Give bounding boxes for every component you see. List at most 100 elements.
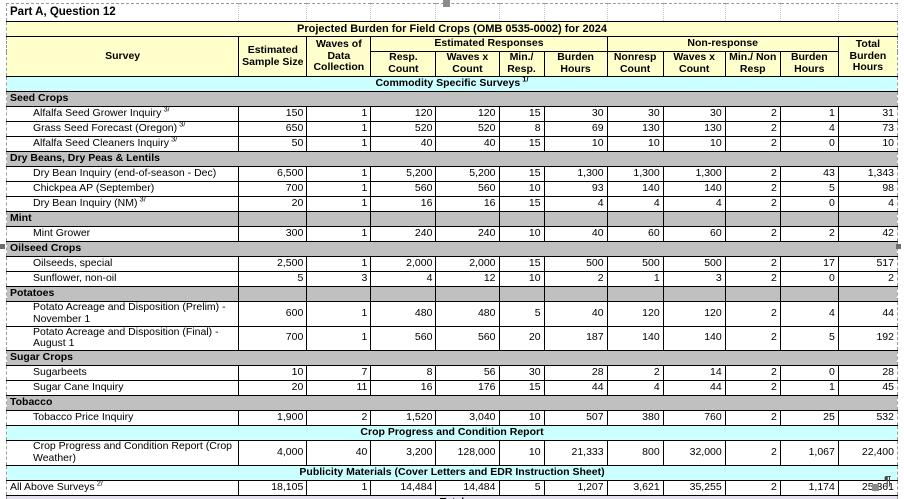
- cell-nonresp-count[interactable]: 10: [606, 136, 664, 152]
- cell-total-burden-hours[interactable]: 42: [837, 226, 899, 242]
- cell-min-resp[interactable]: 10: [498, 271, 545, 287]
- cell-min-non-resp[interactable]: 2: [724, 271, 781, 287]
- cell-waves-collection[interactable]: 1: [306, 166, 372, 182]
- cell-sample-size[interactable]: 2,500: [238, 256, 308, 272]
- cell-waves-x-count[interactable]: 560: [435, 181, 500, 197]
- cell-empty[interactable]: [724, 286, 781, 302]
- cell-min-resp[interactable]: 30: [498, 365, 545, 381]
- cell-empty[interactable]: [306, 3, 372, 22]
- cell-nr-burden-hours[interactable]: 1: [779, 106, 839, 122]
- cell-nr-burden-hours[interactable]: 43: [779, 166, 839, 182]
- cell-total-burden-hours[interactable]: 44: [837, 301, 899, 327]
- cell-min-non-resp[interactable]: 2: [724, 256, 781, 272]
- cell-waves-x-count[interactable]: 56: [435, 365, 500, 381]
- cell-min-resp[interactable]: 15: [498, 380, 545, 396]
- cell-survey[interactable]: Crop Progress and Condition Report (Crop…: [5, 440, 240, 466]
- cell-resp-count[interactable]: 120: [370, 106, 437, 122]
- cell-nr-waves-x-count[interactable]: 130: [662, 121, 726, 137]
- cell-empty[interactable]: [837, 3, 899, 22]
- cell-total-burden-hours[interactable]: 192: [837, 325, 899, 351]
- cell-empty[interactable]: [543, 211, 608, 227]
- cell-waves-x-count[interactable]: 5,200: [435, 166, 500, 182]
- part-label[interactable]: Part A, Question 12: [5, 3, 240, 22]
- col-header-survey[interactable]: Survey: [5, 36, 240, 77]
- section-label[interactable]: Publicity Materials (Cover Letters and E…: [6, 464, 898, 481]
- cell-burden-hours[interactable]: 28: [543, 365, 608, 381]
- cell-resp-count[interactable]: 1,520: [370, 410, 437, 426]
- cell-waves-collection[interactable]: 1: [306, 196, 372, 212]
- cell-burden-hours[interactable]: 30: [543, 106, 608, 122]
- cell-min-non-resp[interactable]: 2: [724, 410, 781, 426]
- table-resize-handle-bottom[interactable]: [872, 484, 879, 491]
- cell-nr-burden-hours[interactable]: 5: [779, 325, 839, 351]
- cell-sample-size[interactable]: 300: [238, 226, 308, 242]
- cell-total-burden-hours[interactable]: 517: [837, 256, 899, 272]
- cell-nr-burden-hours[interactable]: 25: [779, 410, 839, 426]
- cell-nonresp-count[interactable]: 60: [606, 226, 664, 242]
- cell-nonresp-count[interactable]: 380: [606, 410, 664, 426]
- cell-nr-waves-x-count[interactable]: 60: [662, 226, 726, 242]
- cell-empty[interactable]: [837, 211, 899, 227]
- cell-burden-hours[interactable]: 4: [543, 196, 608, 212]
- cell-empty[interactable]: [606, 211, 664, 227]
- cell-empty[interactable]: [543, 286, 608, 302]
- cell-survey[interactable]: All Above Surveys 2/: [5, 479, 240, 496]
- cell-sample-size[interactable]: 10: [238, 365, 308, 381]
- cell-empty[interactable]: [662, 286, 726, 302]
- cell-survey[interactable]: Tobacco Price Inquiry: [5, 410, 240, 426]
- cell-empty[interactable]: [724, 211, 781, 227]
- col-group-non-response[interactable]: Non-response: [606, 36, 839, 52]
- cell-burden-hours[interactable]: 500: [543, 256, 608, 272]
- col-header-burden-hours[interactable]: Burden Hours: [543, 51, 608, 77]
- cell-waves-x-count[interactable]: 16: [435, 196, 500, 212]
- cell-nonresp-count[interactable]: 800: [606, 440, 664, 466]
- cell-min-resp[interactable]: 15: [498, 256, 545, 272]
- cell-nr-waves-x-count[interactable]: 32,000: [662, 440, 726, 466]
- cell-nr-waves-x-count[interactable]: 44: [662, 380, 726, 396]
- cell-resp-count[interactable]: 40: [370, 136, 437, 152]
- cell-total-burden-hours[interactable]: 10: [837, 136, 899, 152]
- cell-min-non-resp[interactable]: 2: [724, 166, 781, 182]
- cell-resp-count[interactable]: 240: [370, 226, 437, 242]
- cell-waves-x-count[interactable]: 2,000: [435, 256, 500, 272]
- cell-waves-collection[interactable]: 1: [306, 325, 372, 351]
- cell-nr-burden-hours[interactable]: 0: [779, 196, 839, 212]
- cell-empty[interactable]: [543, 3, 608, 22]
- cell-min-non-resp[interactable]: 2: [724, 301, 781, 327]
- cell-sample-size[interactable]: 5: [238, 271, 308, 287]
- cell-nr-burden-hours[interactable]: 4: [779, 121, 839, 137]
- cell-sample-size[interactable]: 4,000: [238, 440, 308, 466]
- cell-survey[interactable]: Mint Grower: [5, 226, 240, 242]
- col-header-nr-burden-hours[interactable]: Burden Hours: [779, 51, 839, 77]
- table-resize-handle-top[interactable]: [443, 0, 450, 7]
- cell-survey[interactable]: Dry Bean Inquiry (NM) 3/: [5, 196, 240, 212]
- cell-resp-count[interactable]: 560: [370, 181, 437, 197]
- cell-nr-waves-x-count[interactable]: 35,255: [662, 479, 726, 496]
- cell-nr-burden-hours[interactable]: 17: [779, 256, 839, 272]
- cell-min-resp[interactable]: 15: [498, 106, 545, 122]
- cell-nonresp-count[interactable]: 140: [606, 325, 664, 351]
- col-header-waves-collection[interactable]: Waves of Data Collection: [306, 36, 372, 77]
- cell-nr-waves-x-count[interactable]: 14: [662, 365, 726, 381]
- cell-nr-burden-hours[interactable]: 1,067: [779, 440, 839, 466]
- cell-nonresp-count[interactable]: 30: [606, 106, 664, 122]
- cell-empty[interactable]: [724, 3, 781, 22]
- cell-waves-x-count[interactable]: 520: [435, 121, 500, 137]
- cell-resp-count[interactable]: 2,000: [370, 256, 437, 272]
- cell-empty[interactable]: [370, 3, 437, 22]
- cell-nr-waves-x-count[interactable]: 760: [662, 410, 726, 426]
- cell-nr-burden-hours[interactable]: 1: [779, 380, 839, 396]
- section-label[interactable]: Mint: [5, 211, 240, 227]
- cell-survey[interactable]: Potato Acreage and Disposition (Prelim) …: [5, 301, 240, 327]
- cell-nr-waves-x-count[interactable]: 140: [662, 181, 726, 197]
- cell-burden-hours[interactable]: 507: [543, 410, 608, 426]
- cell-sample-size[interactable]: 6,500: [238, 166, 308, 182]
- cell-waves-collection[interactable]: 1: [306, 256, 372, 272]
- cell-survey[interactable]: Chickpea AP (September): [5, 181, 240, 197]
- cell-waves-x-count[interactable]: 240: [435, 226, 500, 242]
- col-header-min-non-resp[interactable]: Min./ Non Resp: [724, 51, 781, 77]
- cell-min-non-resp[interactable]: 2: [724, 365, 781, 381]
- cell-empty[interactable]: [238, 286, 308, 302]
- cell-waves-x-count[interactable]: 12: [435, 271, 500, 287]
- cell-survey[interactable]: Potato Acreage and Disposition (Final) -…: [5, 325, 240, 351]
